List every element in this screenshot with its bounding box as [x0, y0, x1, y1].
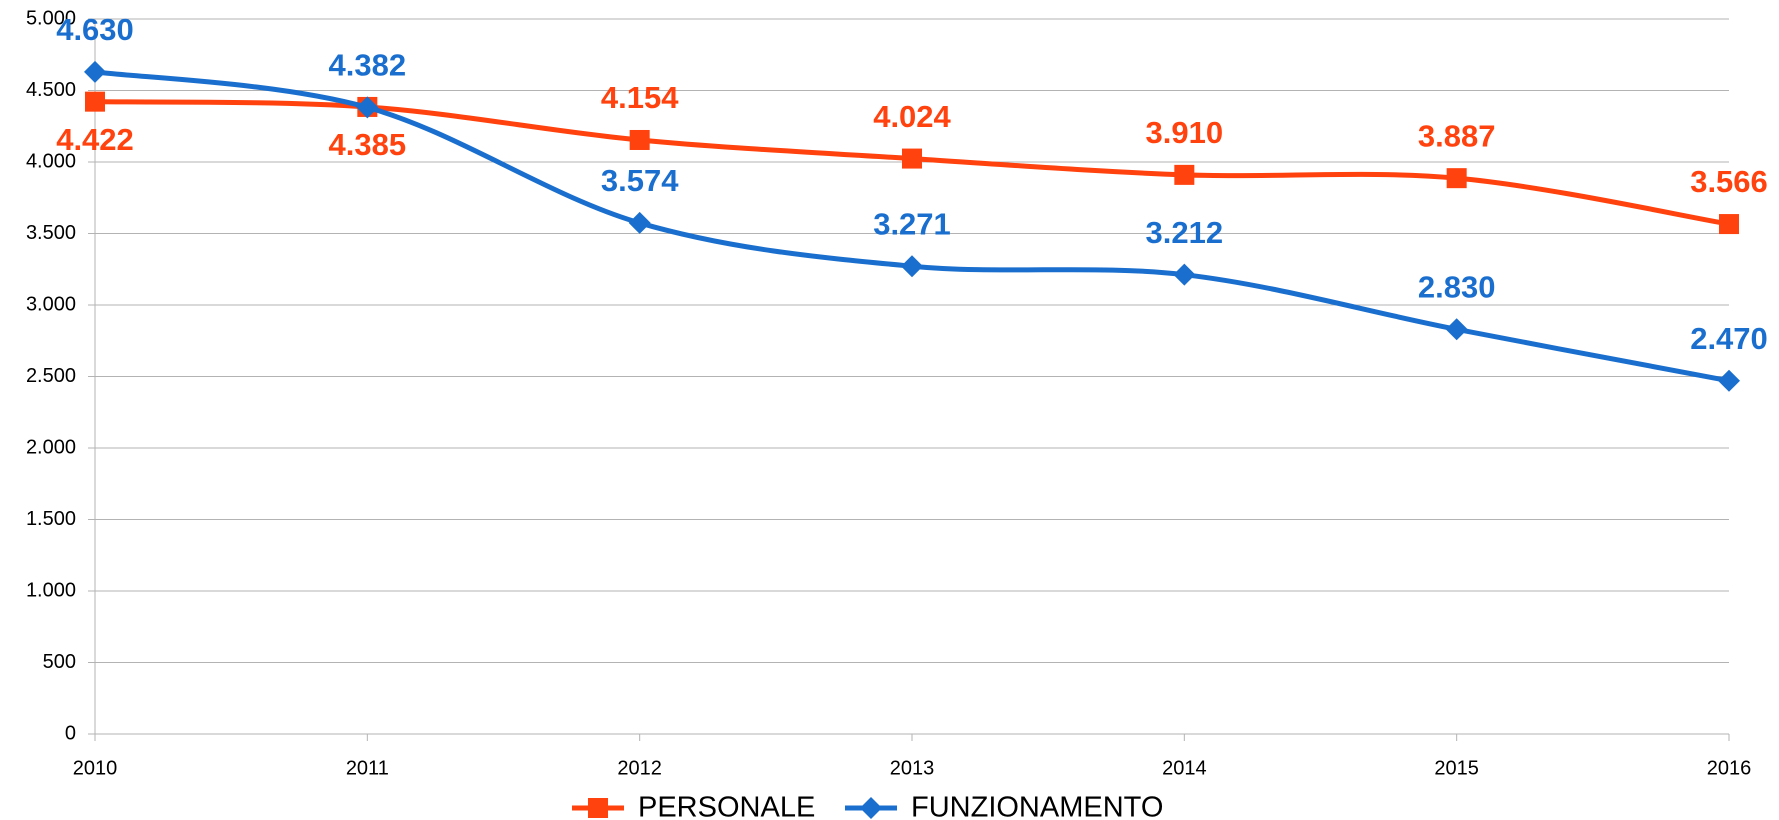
data-label: 4.630 [56, 12, 134, 47]
marker [1718, 369, 1740, 392]
marker [1445, 318, 1468, 341]
y-tick-label: 4.000 [26, 150, 76, 172]
x-tick-label: 2015 [1434, 757, 1479, 779]
y-tick-label: 4.500 [26, 79, 76, 101]
marker [84, 60, 106, 83]
y-tick-label: 3.000 [26, 293, 76, 315]
marker [860, 797, 882, 819]
data-label: 2.470 [1690, 321, 1768, 356]
x-tick-label: 2014 [1162, 757, 1207, 779]
y-tick-label: 1.000 [26, 579, 76, 601]
data-label: 3.910 [1146, 115, 1224, 150]
data-label: 3.271 [873, 206, 951, 241]
y-tick-label: 5.000 [26, 7, 76, 29]
x-tick-label: 2016 [1707, 757, 1752, 779]
marker [1174, 164, 1195, 185]
data-label: 4.382 [329, 48, 407, 83]
data-label: 4.154 [601, 80, 679, 115]
data-label: 4.385 [329, 127, 407, 162]
marker [85, 91, 105, 112]
data-label: 3.574 [601, 163, 679, 198]
marker [901, 255, 923, 278]
y-tick-label: 1.500 [26, 508, 76, 530]
y-tick-label: 0 [65, 722, 76, 744]
marker [1719, 214, 1739, 235]
marker [628, 211, 651, 234]
data-label: 3.566 [1690, 164, 1768, 199]
data-label: 4.422 [56, 122, 134, 157]
y-tick-label: 3.500 [26, 222, 76, 244]
data-label: 3.212 [1146, 215, 1224, 250]
marker [1446, 168, 1467, 189]
data-label: 2.830 [1418, 269, 1496, 304]
x-tick-label: 2011 [346, 757, 389, 779]
marker [629, 129, 650, 150]
x-tick-label: 2012 [617, 757, 662, 779]
x-tick-label: 2010 [73, 757, 118, 779]
data-label: 4.024 [873, 99, 951, 134]
x-tick-label: 2013 [890, 757, 935, 779]
marker [356, 96, 379, 119]
y-tick-label: 2.500 [26, 365, 76, 387]
marker [902, 148, 922, 169]
y-tick-label: 2.000 [26, 436, 76, 458]
marker [1173, 263, 1196, 286]
y-tick-label: 500 [43, 651, 76, 673]
data-label: 3.887 [1418, 118, 1496, 153]
legend-label: FUNZIONAMENTO [911, 792, 1163, 820]
marker [588, 798, 608, 818]
legend-label: PERSONALE [638, 792, 815, 820]
